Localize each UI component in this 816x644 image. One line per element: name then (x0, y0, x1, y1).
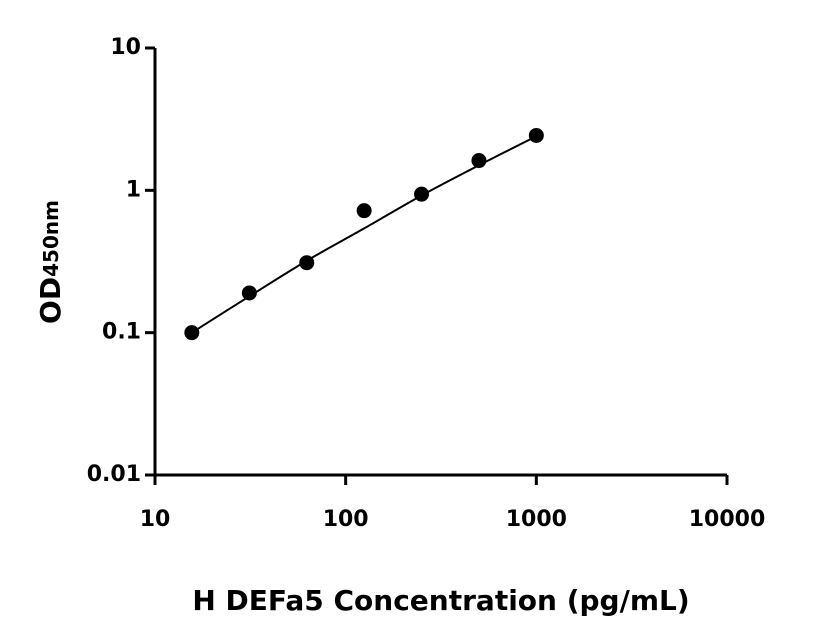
fit-curve (191, 135, 537, 334)
x-tick-label: 10 (140, 507, 171, 532)
data-point (471, 153, 487, 169)
x-tick-label: 10000 (689, 507, 766, 532)
y-axis-label: OD450nm (34, 200, 67, 324)
x-tick-label: 1000 (506, 507, 567, 532)
y-axis-label-main: OD (34, 277, 67, 324)
y-tick-label: 1 (126, 177, 141, 202)
x-axis-label: H DEFa5 Concentration (pg/mL) (192, 584, 689, 617)
data-point (241, 285, 257, 301)
x-tick-label: 100 (323, 507, 369, 532)
data-point (356, 203, 372, 219)
y-axis-label-sub: 450nm (39, 200, 63, 277)
data-point (184, 325, 200, 341)
data-point (528, 127, 544, 143)
y-tick-label: 10 (110, 35, 141, 60)
y-tick-label: 0.01 (87, 462, 141, 487)
y-tick-label: 0.1 (102, 320, 141, 345)
data-point (299, 255, 315, 271)
data-point (414, 186, 430, 202)
